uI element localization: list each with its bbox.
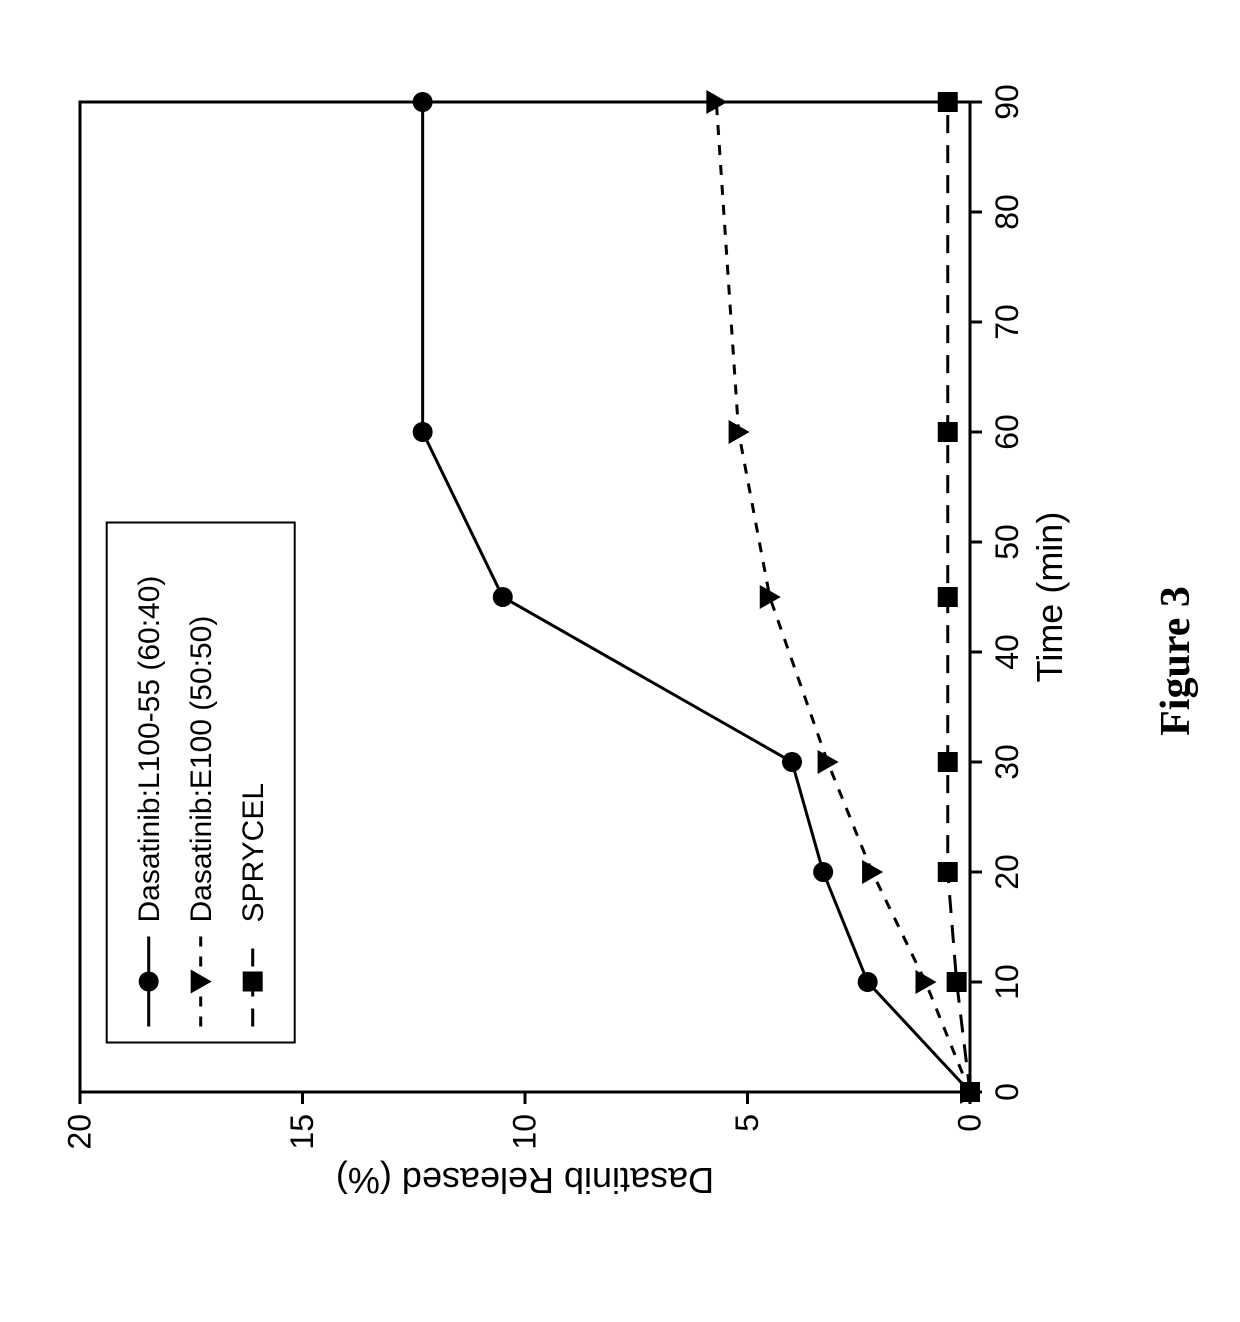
rotated-stage: 0 10 20 30 40 50 60 70 80 90 0 5 10 15 20 Time (min) Das… bbox=[0, 82, 1240, 1322]
y-tick-label: 0 bbox=[952, 1114, 988, 1132]
x-tick-label: 60 bbox=[989, 414, 1025, 450]
line-chart: 0 10 20 30 40 50 60 70 80 90 0 5 10 15 20 Time (min) Das… bbox=[60, 82, 1080, 1202]
y-tick-label: 5 bbox=[729, 1114, 765, 1132]
x-tick-label: 80 bbox=[989, 194, 1025, 230]
series-line bbox=[716, 102, 970, 1092]
series-marker bbox=[938, 422, 958, 442]
series-0 bbox=[413, 92, 980, 1102]
legend: Dasatinib:L100-55 (60:40) Dasatinib:E100 … bbox=[107, 523, 295, 1043]
y-tick-label: 10 bbox=[507, 1114, 543, 1150]
y-tick-label: 15 bbox=[284, 1114, 320, 1150]
series-marker bbox=[729, 420, 750, 444]
y-tick-label: 20 bbox=[62, 1114, 98, 1150]
series-marker bbox=[938, 587, 958, 607]
series-marker bbox=[938, 752, 958, 772]
x-tick-label: 20 bbox=[989, 854, 1025, 890]
y-axis-label: Dasatinib Released (%) bbox=[336, 1160, 714, 1201]
figure-caption: Figure 3 bbox=[1152, 0, 1200, 1322]
legend-label: Dasatinib:E100 (50:50) bbox=[185, 616, 218, 923]
series-2 bbox=[938, 92, 980, 1102]
series-marker bbox=[413, 92, 433, 112]
series-marker bbox=[938, 92, 958, 112]
x-tick-label: 30 bbox=[989, 744, 1025, 780]
series-marker bbox=[782, 752, 802, 772]
legend-marker bbox=[191, 970, 212, 994]
legend-marker bbox=[243, 972, 263, 992]
legend-label: Dasatinib:L100-55 (60:40) bbox=[133, 576, 166, 923]
series-marker bbox=[413, 422, 433, 442]
series-marker bbox=[493, 587, 513, 607]
series-marker bbox=[813, 862, 833, 882]
series-marker bbox=[916, 970, 937, 994]
x-tick-label: 0 bbox=[989, 1083, 1025, 1101]
series-marker bbox=[938, 862, 958, 882]
plot-border bbox=[80, 102, 970, 1092]
x-tick-label: 50 bbox=[989, 524, 1025, 560]
series-marker bbox=[862, 860, 883, 884]
series-marker bbox=[947, 972, 967, 992]
legend-marker bbox=[139, 972, 159, 992]
x-tick-label: 70 bbox=[989, 304, 1025, 340]
x-axis-label: Time (min) bbox=[1029, 512, 1070, 683]
x-tick-label: 90 bbox=[989, 84, 1025, 120]
series-marker bbox=[818, 750, 839, 774]
legend-label: SPRYCEL bbox=[237, 783, 270, 923]
series-marker bbox=[960, 1082, 980, 1102]
series-marker bbox=[760, 585, 781, 609]
series-marker bbox=[858, 972, 878, 992]
x-tick-label: 40 bbox=[989, 634, 1025, 670]
chart-area: 0 10 20 30 40 50 60 70 80 90 0 5 10 15 20 Time (min) Das… bbox=[60, 82, 1080, 1202]
figure-container: 0 10 20 30 40 50 60 70 80 90 0 5 10 15 20 Time (min) Das… bbox=[0, 0, 1240, 1322]
x-tick-label: 10 bbox=[989, 964, 1025, 1000]
